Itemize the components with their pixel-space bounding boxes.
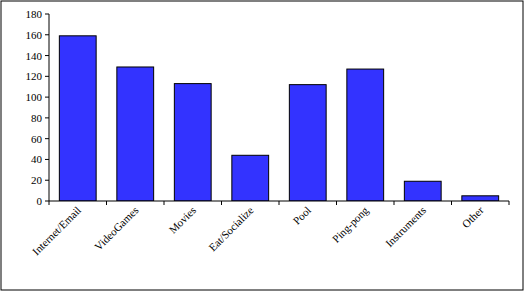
y-tick-label: 40 xyxy=(31,153,43,165)
x-tick xyxy=(49,201,50,205)
bar xyxy=(59,36,96,201)
bar xyxy=(347,69,384,201)
x-tick xyxy=(336,201,337,205)
x-tick-label: Movies xyxy=(166,204,198,236)
chart-container: 0 20 40 60 80 100 120 140 160 180 Internet/EmailVi… xyxy=(0,0,524,291)
x-tick xyxy=(221,201,222,205)
y-tick xyxy=(45,34,49,35)
x-tick-label: Eat/Socialize xyxy=(206,204,256,254)
y-tick-label: 80 xyxy=(31,112,43,124)
x-tick-label: Other xyxy=(459,204,485,230)
bar xyxy=(232,155,269,201)
y-tick xyxy=(45,159,49,160)
y-tick-label: 20 xyxy=(31,174,43,186)
x-tick xyxy=(451,201,452,205)
y-tick-label: 160 xyxy=(26,29,43,41)
y-tick xyxy=(45,117,49,118)
y-tick-label: 180 xyxy=(26,8,43,20)
bar xyxy=(289,85,326,201)
x-tick xyxy=(279,201,280,205)
x-tick xyxy=(509,201,510,205)
y-tick xyxy=(45,97,49,98)
bar xyxy=(117,67,154,201)
y-tick xyxy=(45,14,49,15)
y-tick xyxy=(45,201,49,202)
y-tick-label: 140 xyxy=(26,50,43,62)
x-tick xyxy=(164,201,165,205)
y-tick-label: 120 xyxy=(26,70,43,82)
x-tick-label: Internet/Email xyxy=(30,204,83,257)
x-tick xyxy=(106,201,107,205)
x-tick-label: Pool xyxy=(290,204,313,227)
y-tick xyxy=(45,55,49,56)
x-tick-label: VideoGames xyxy=(92,204,141,253)
y-tick-label: 100 xyxy=(26,91,43,103)
x-tick-label: Instruments xyxy=(383,204,428,249)
bar xyxy=(404,181,441,201)
x-tick xyxy=(394,201,395,205)
y-tick-label: 60 xyxy=(31,133,43,145)
x-tick-label: Ping-pong xyxy=(330,204,371,245)
bar xyxy=(174,84,211,201)
chart-svg: 0 20 40 60 80 100 120 140 160 180 Internet/EmailVi… xyxy=(0,0,524,291)
bar xyxy=(462,196,499,201)
y-tick xyxy=(45,76,49,77)
y-tick xyxy=(45,180,49,181)
y-tick xyxy=(45,138,49,139)
y-axis-line xyxy=(49,14,50,201)
chart-frame xyxy=(1,1,523,290)
bars xyxy=(59,36,498,201)
y-tick-label: 0 xyxy=(37,195,43,207)
